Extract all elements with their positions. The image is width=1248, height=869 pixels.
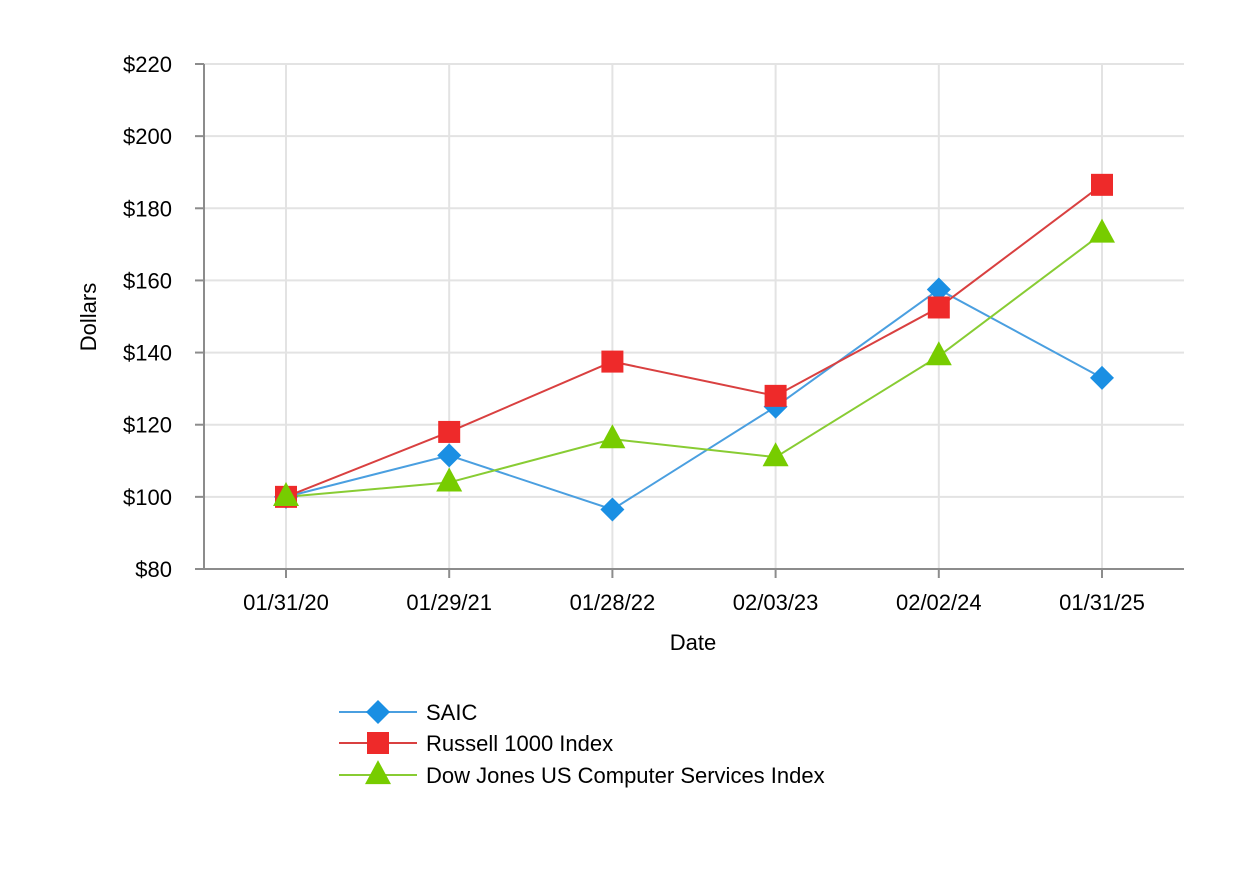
legend-square-icon: [367, 732, 389, 754]
legend-triangle-icon: [365, 760, 391, 785]
x-tick-label: 01/28/22: [570, 590, 656, 615]
legend-label: SAIC: [426, 700, 477, 725]
series-markers: [273, 173, 1115, 522]
data-point-square: [764, 384, 787, 407]
data-point-square: [601, 350, 624, 373]
data-point-triangle: [599, 424, 626, 449]
x-tick-label: 01/31/25: [1059, 590, 1145, 615]
legend-label: Dow Jones US Computer Services Index: [426, 763, 825, 788]
legend-entry-dow-jones-us-computer-services-index: Dow Jones US Computer Services Index: [339, 760, 825, 788]
legend-entry-russell-1000-index: Russell 1000 Index: [339, 731, 613, 756]
legend: SAIC Russell 1000 Index Dow Jones US Compu…: [339, 700, 825, 788]
tick-labels: $80 $100 $120 $140 $160 $180 $200 $220 01/31/20 0…: [123, 52, 1145, 615]
x-axis-title: Date: [670, 630, 716, 655]
data-point-diamond: [600, 497, 625, 522]
x-tick-label: 02/02/24: [896, 590, 982, 615]
data-point-triangle: [925, 341, 952, 366]
data-point-triangle: [436, 467, 463, 492]
legend-label: Russell 1000 Index: [426, 731, 613, 756]
x-tick-label: 01/29/21: [406, 590, 492, 615]
data-point-triangle: [273, 481, 299, 506]
y-axis-title: Dollars: [76, 283, 101, 351]
y-tick-label: $140: [123, 341, 172, 366]
data-point-square: [927, 296, 950, 319]
series-line-russell-1000-index: [285, 184, 1103, 498]
grid-lines: [204, 63, 1184, 569]
y-tick-label: $100: [123, 485, 172, 510]
data-point-triangle: [762, 442, 789, 467]
legend-entry-saic: SAIC: [339, 700, 477, 725]
series-lines: [285, 184, 1103, 511]
y-tick-label: $180: [123, 196, 172, 221]
data-point-square: [438, 420, 461, 443]
data-point-square: [1091, 173, 1113, 196]
x-tick-label: 02/03/23: [733, 590, 819, 615]
y-tick-label: $120: [123, 413, 172, 438]
y-tick-label: $80: [135, 557, 172, 582]
data-point-diamond: [437, 443, 462, 468]
data-point-triangle: [1089, 218, 1115, 243]
y-tick-label: $200: [123, 124, 172, 149]
y-tick-label: $160: [123, 268, 172, 293]
legend-diamond-icon: [366, 700, 390, 724]
x-tick-label: 01/31/20: [243, 590, 329, 615]
axes: [195, 63, 1184, 578]
data-point-diamond: [926, 277, 951, 302]
y-tick-label: $220: [123, 52, 172, 77]
series-line-saic: [285, 288, 1103, 511]
data-point-diamond: [1090, 365, 1114, 390]
series-line-dow-jones-us-computer-services-index: [285, 232, 1103, 498]
